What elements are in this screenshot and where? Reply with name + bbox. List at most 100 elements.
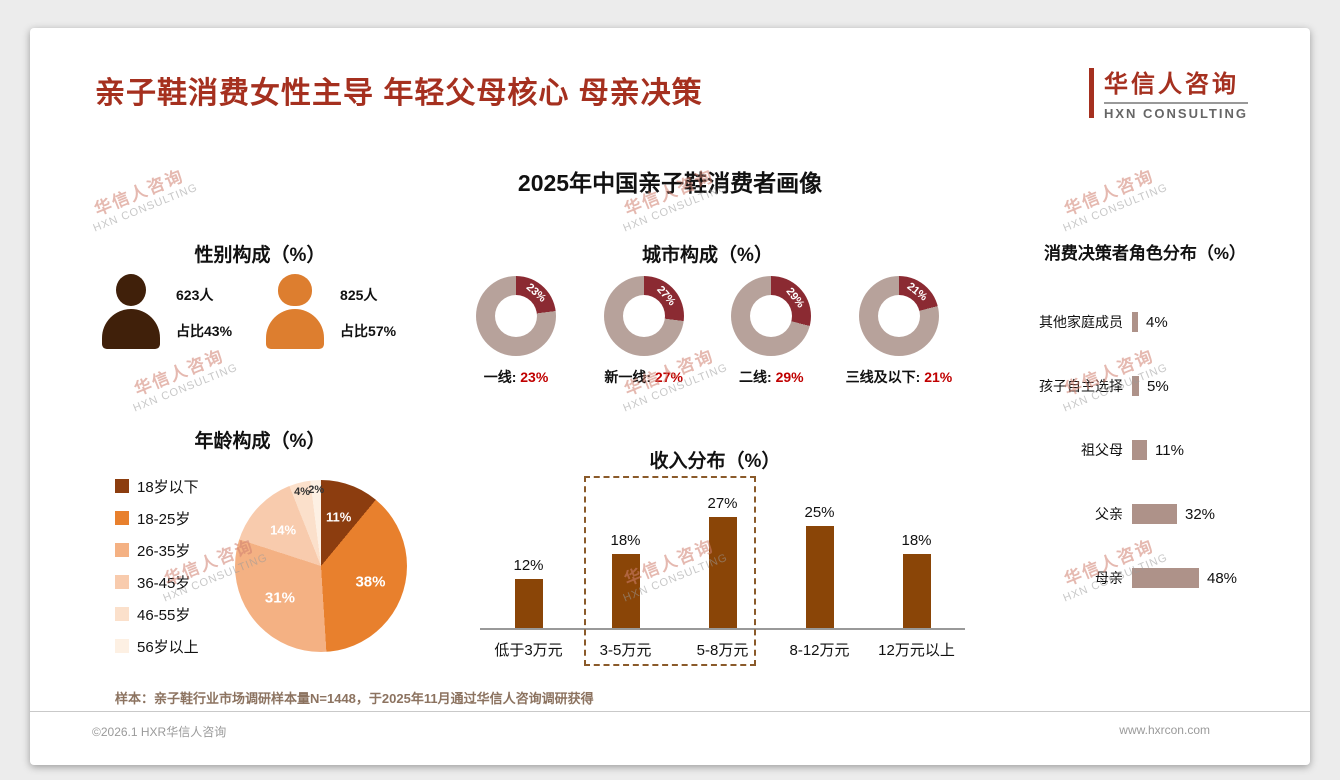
income-value-label: 27% bbox=[707, 495, 738, 512]
income-column: 18% bbox=[577, 532, 674, 628]
male-shoulders bbox=[102, 309, 160, 349]
decision-row: 其他家庭成员 4% bbox=[1005, 290, 1305, 354]
income-value-label: 18% bbox=[901, 532, 932, 549]
footer: ©2026.1 HXR华信人咨询 www.hxrcon.com bbox=[30, 711, 1310, 765]
decision-section-title: 消费决策者角色分布（%） bbox=[1043, 244, 1247, 263]
legend-label: 18岁以下 bbox=[137, 478, 199, 496]
legend-swatch bbox=[115, 607, 129, 621]
legend-label: 36-45岁 bbox=[137, 574, 191, 592]
income-section-title: 收入分布（%） bbox=[649, 451, 781, 472]
decision-row: 父亲 32% bbox=[1005, 482, 1305, 546]
gender-item-male: 623人 占比43% bbox=[100, 274, 232, 352]
income-bar bbox=[805, 526, 834, 628]
income-category-label: 低于3万元 bbox=[494, 642, 563, 659]
age-legend: 18岁以下 18-25岁 26-35岁 36-45岁 46-55岁 56岁以上 bbox=[115, 470, 199, 662]
decision-label: 父亲 bbox=[1095, 506, 1123, 522]
city-label: 一线: bbox=[483, 369, 521, 385]
age-legend-item: 18岁以下 bbox=[115, 470, 199, 502]
donut-ring: 23% bbox=[476, 276, 556, 356]
pie-slice-label: 14% bbox=[270, 522, 297, 538]
gender-section-title: 性别构成（%） bbox=[194, 245, 326, 266]
city-label: 新一线: bbox=[604, 369, 655, 385]
income-column: 18% bbox=[868, 532, 965, 628]
sample-note: 样本：亲子鞋行业市场调研样本量N=1448，于2025年11月通过华信人咨询调研… bbox=[115, 691, 594, 706]
donut-hole bbox=[622, 295, 665, 337]
footer-url: www.hxrcon.com bbox=[1119, 723, 1210, 737]
income-bar bbox=[902, 554, 931, 628]
income-value-label: 18% bbox=[610, 532, 641, 549]
gender-item-female: 825人 占比57% bbox=[264, 274, 396, 352]
legend-swatch bbox=[115, 575, 129, 589]
legend-swatch bbox=[115, 479, 129, 493]
logo-en-text: HXN CONSULTING bbox=[1103, 102, 1248, 121]
city-value: 29% bbox=[775, 369, 804, 385]
pie-slice-label: 11% bbox=[325, 509, 352, 525]
city-label: 二线: bbox=[739, 369, 776, 385]
legend-swatch bbox=[115, 511, 129, 525]
income-category-label: 3-5万元 bbox=[599, 642, 652, 659]
decision-bar bbox=[1132, 312, 1138, 332]
city-caption: 二线: 29% bbox=[739, 367, 804, 387]
donut-ring: 21% bbox=[858, 276, 939, 356]
female-icon bbox=[264, 274, 326, 352]
income-category-labels: 低于3万元 3-5万元 5-8万元 8-12万元 12万元以上 bbox=[480, 630, 965, 660]
decision-value-label: 4% bbox=[1146, 313, 1168, 331]
income-bar bbox=[611, 554, 640, 628]
age-legend-item: 56岁以上 bbox=[115, 630, 199, 662]
decision-bar bbox=[1132, 504, 1177, 524]
city-donut-item: 23% 一线: 23% bbox=[455, 276, 577, 387]
income-value-label: 25% bbox=[804, 504, 835, 521]
decision-bar bbox=[1132, 440, 1147, 460]
decision-bar bbox=[1132, 568, 1199, 588]
logo-bar bbox=[1088, 67, 1094, 118]
city-value: 23% bbox=[520, 369, 549, 385]
income-column: 25% bbox=[771, 504, 868, 628]
gender-chart: 623人 占比43% 825人 占比57% bbox=[100, 274, 428, 352]
city-donut-item: 29% 二线: 29% bbox=[710, 276, 832, 387]
age-section-title: 年龄构成（%） bbox=[194, 431, 326, 452]
decision-row: 母亲 48% bbox=[1005, 546, 1305, 610]
decision-label: 母亲 bbox=[1095, 570, 1123, 586]
income-category-label: 12万元以上 bbox=[878, 642, 955, 659]
pie-slice-label: 4% bbox=[294, 486, 311, 499]
decision-value-label: 11% bbox=[1155, 441, 1184, 459]
female-share: 占比57% bbox=[340, 323, 397, 339]
chart-main-title: 2025年中国亲子鞋消费者画像 bbox=[517, 170, 823, 196]
city-section-title: 城市构成（%） bbox=[642, 245, 773, 266]
decision-label: 其他家庭成员 bbox=[1039, 314, 1123, 330]
brand-logo: 华信人咨询 HXN CONSULTING bbox=[1088, 64, 1248, 121]
income-column: 27% bbox=[674, 495, 771, 628]
watermark-en: HXN CONSULTING bbox=[131, 361, 240, 415]
city-caption: 新一线: 27% bbox=[604, 367, 683, 387]
city-donut-item: 27% 新一线: 27% bbox=[583, 276, 705, 387]
donut-ring: 27% bbox=[603, 276, 684, 356]
decision-label: 祖父母 bbox=[1081, 442, 1123, 458]
income-bar-chart: 12% 18% 27% 25% 18% 低于3万元 3-5万元 5-8万元 8-12万元 12万… bbox=[480, 476, 965, 666]
decision-bar bbox=[1132, 376, 1139, 396]
city-donut-chart: 23% 一线: 23% 27% 新一线: 27% 29% 二线: 29% 21% 三线及以下:… bbox=[455, 276, 960, 387]
decision-row: 祖父母 11% bbox=[1005, 418, 1305, 482]
donut-ring: 29% bbox=[731, 276, 812, 356]
city-donut-item: 21% 三线及以下: 21% bbox=[838, 276, 960, 387]
decision-row: 孩子自主选择 5% bbox=[1005, 354, 1305, 418]
decision-hbar-chart: 其他家庭成员 4% 孩子自主选择 5% 祖父母 11% 父亲 32% 母亲 48% bbox=[1005, 290, 1305, 610]
pie-slice-label: 2% bbox=[308, 484, 325, 497]
age-legend-item: 18-25岁 bbox=[115, 502, 199, 534]
age-pie-chart: 11% 38% 31% 14% 4% 2% bbox=[235, 480, 407, 652]
pie-slice-label: 31% bbox=[264, 589, 295, 607]
male-count: 623人 bbox=[176, 287, 214, 303]
decision-value-label: 48% bbox=[1207, 569, 1238, 587]
legend-label: 56岁以上 bbox=[137, 638, 199, 656]
legend-swatch bbox=[115, 543, 129, 557]
city-caption: 三线及以下: 21% bbox=[846, 367, 953, 387]
decision-value-label: 32% bbox=[1185, 505, 1216, 523]
male-head bbox=[116, 274, 146, 306]
pie-slice-label: 38% bbox=[355, 573, 386, 591]
age-legend-item: 26-35岁 bbox=[115, 534, 199, 566]
male-icon bbox=[100, 274, 162, 352]
male-share: 占比43% bbox=[176, 323, 233, 339]
income-bar bbox=[708, 517, 737, 628]
age-legend-item: 46-55岁 bbox=[115, 598, 199, 630]
logo-cn-text: 华信人咨询 bbox=[1103, 71, 1239, 98]
